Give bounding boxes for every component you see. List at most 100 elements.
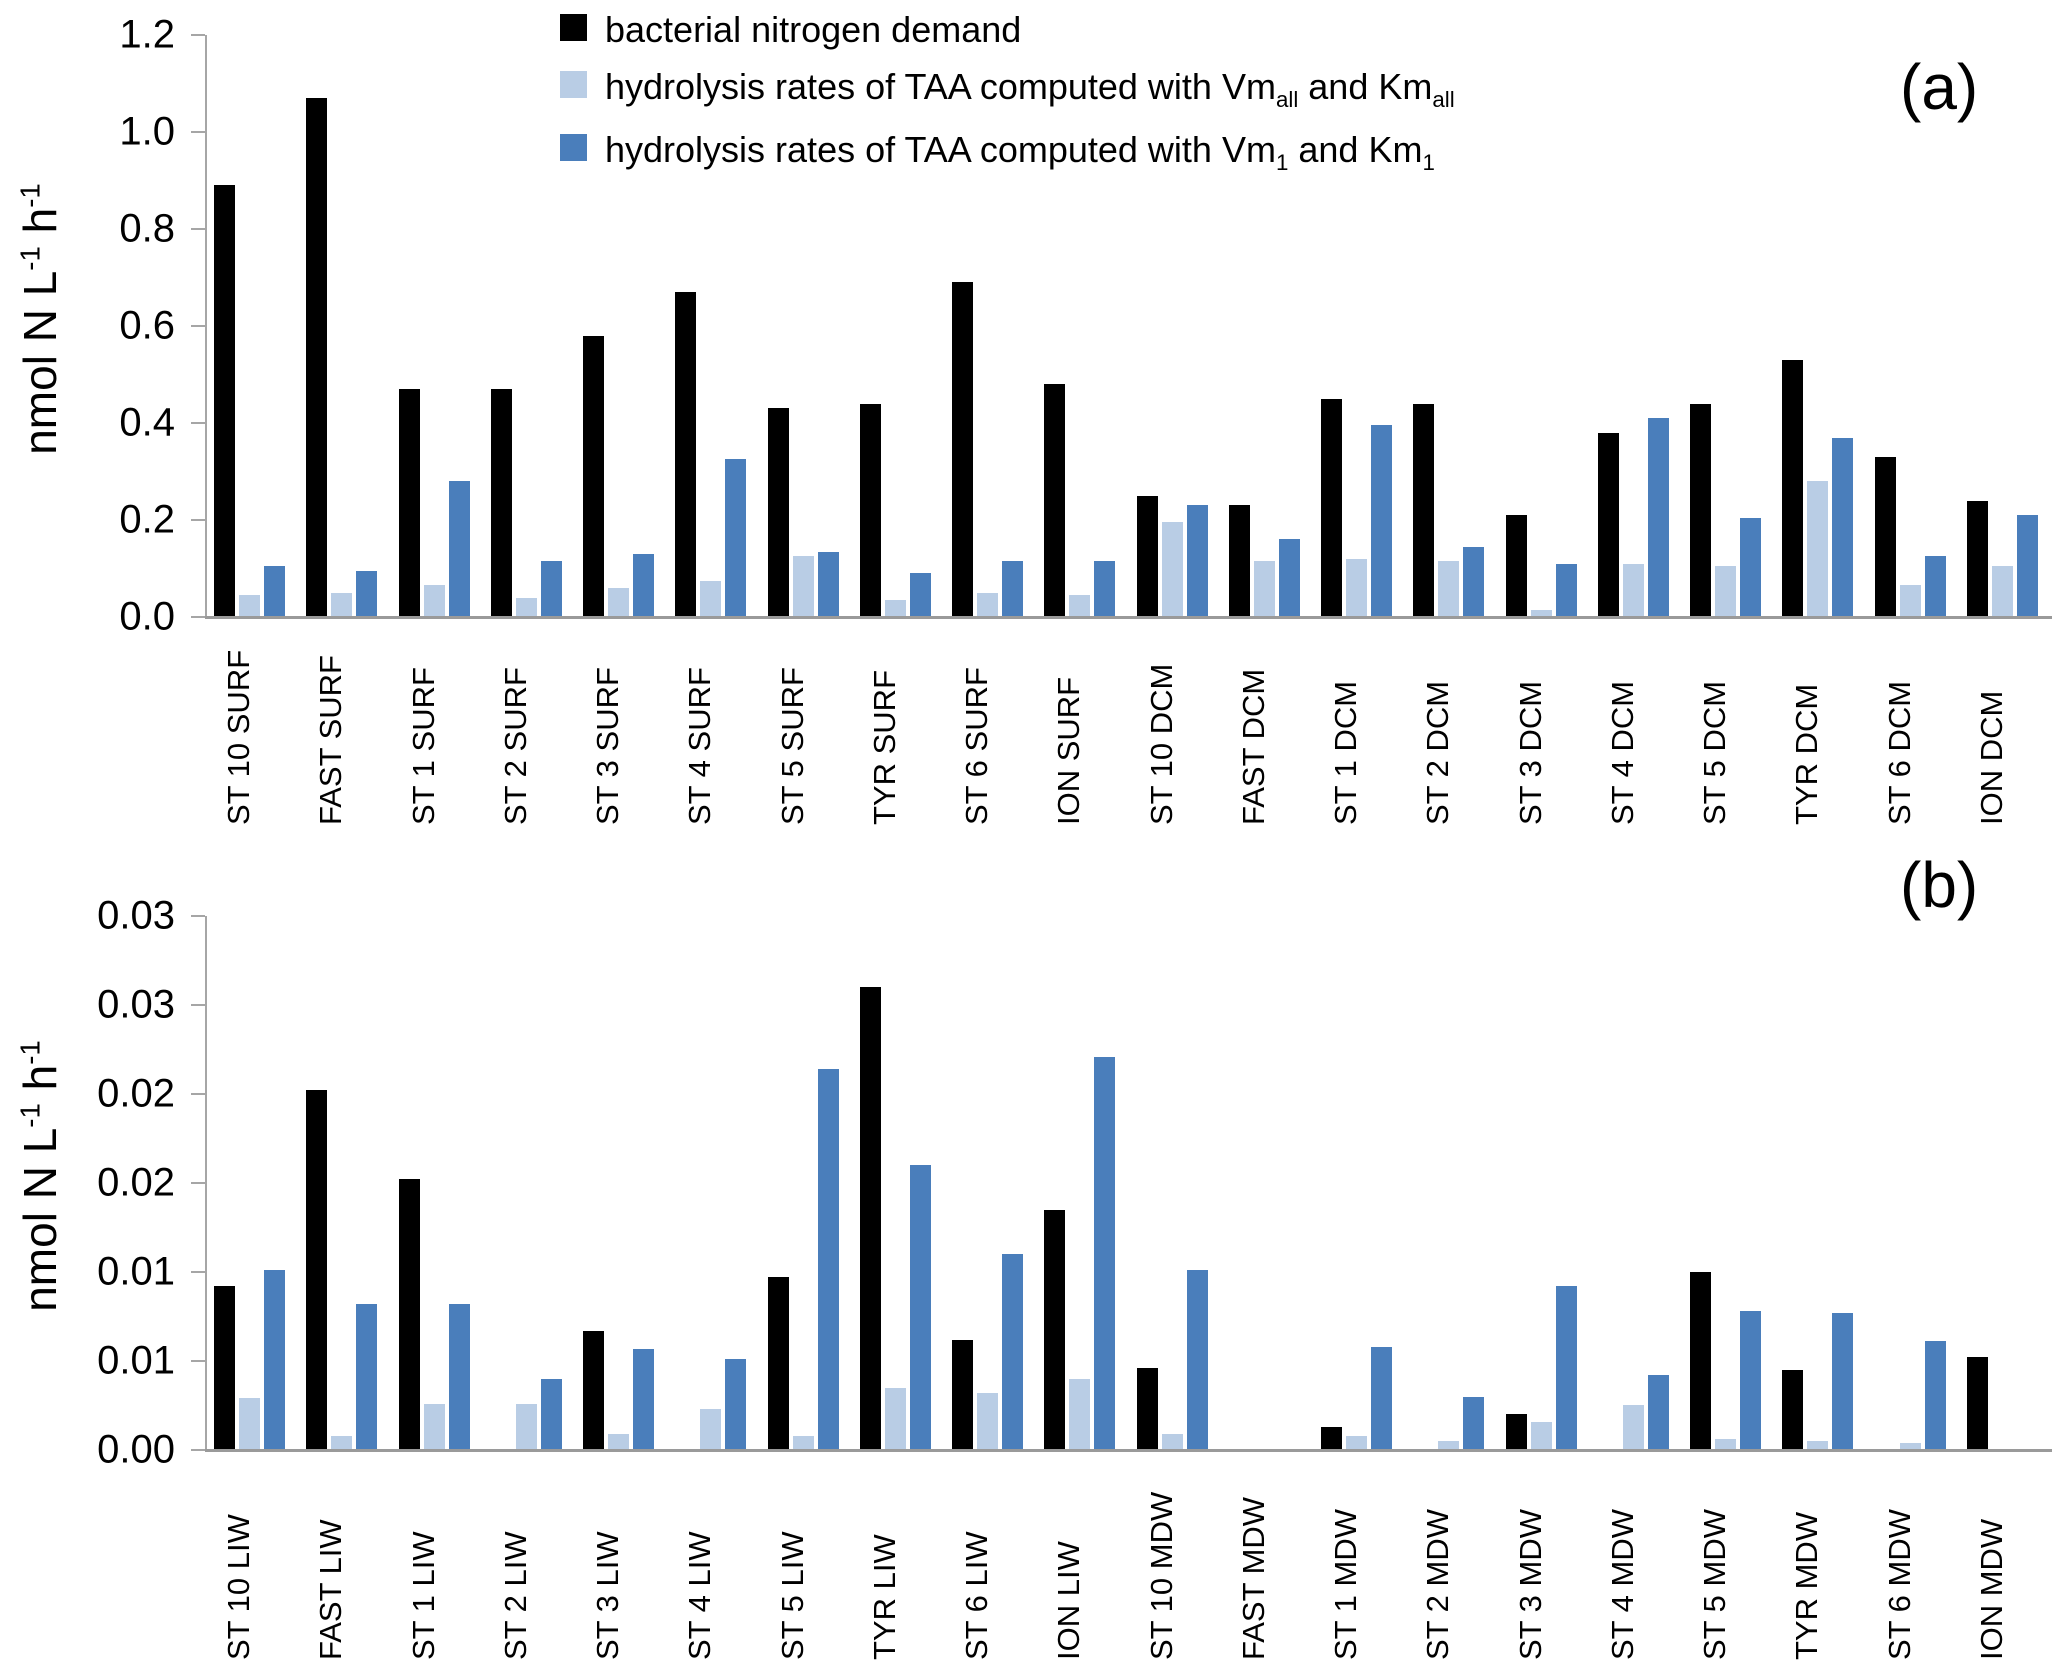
x-tick-label-st-3-dcm: ST 3 DCM xyxy=(1513,680,1548,825)
bar-st-3-mdw-s2 xyxy=(1556,1286,1577,1450)
bar-st-1-dcm-s1 xyxy=(1346,559,1367,617)
bar-st-5-surf-s0 xyxy=(768,408,789,617)
bar-st-6-liw-s0 xyxy=(952,1340,973,1450)
bar-st-5-mdw-s1 xyxy=(1715,1439,1736,1450)
bar-st-6-mdw-s1 xyxy=(1900,1443,1921,1450)
x-tick-label-st-4-surf: ST 4 SURF xyxy=(682,667,717,825)
legend-label: hydrolysis rates of TAA computed with Vm… xyxy=(605,128,1435,177)
bar-st-6-liw-s1 xyxy=(977,1393,998,1450)
bar-ion-dcm-s1 xyxy=(1992,566,2013,617)
x-tick-label-tyr-liw: TYR LIW xyxy=(867,1534,902,1660)
bar-ion-surf-s0 xyxy=(1044,384,1065,617)
x-tick-label-tyr-mdw: TYR MDW xyxy=(1789,1511,1824,1660)
bar-st-2-mdw-s2 xyxy=(1463,1397,1484,1450)
x-tick-label-st-1-mdw: ST 1 MDW xyxy=(1328,1509,1363,1660)
bar-st-1-liw-s0 xyxy=(399,1179,420,1450)
x-tick-label-st-3-liw: ST 3 LIW xyxy=(590,1531,625,1660)
bar-st-6-mdw-s2 xyxy=(1925,1341,1946,1450)
y-tick-mark xyxy=(191,616,205,618)
bar-fast-dcm-s2 xyxy=(1279,539,1300,617)
bar-st-6-dcm-s2 xyxy=(1925,556,1946,617)
bar-st-5-liw-s0 xyxy=(768,1277,789,1450)
bar-ion-liw-s1 xyxy=(1069,1379,1090,1450)
y-tick-label: 0.03 xyxy=(97,982,175,1027)
y-tick-mark xyxy=(191,1182,205,1184)
bar-fast-liw-s0 xyxy=(306,1090,327,1450)
bar-st-5-mdw-s0 xyxy=(1690,1272,1711,1450)
bar-st-4-liw-s2 xyxy=(725,1359,746,1450)
bar-st-10-mdw-s1 xyxy=(1162,1434,1183,1450)
y-axis-line xyxy=(205,35,207,617)
bar-tyr-liw-s2 xyxy=(910,1165,931,1450)
x-tick-label-st-2-dcm: ST 2 DCM xyxy=(1420,680,1455,825)
bar-st-2-dcm-s1 xyxy=(1438,561,1459,617)
x-tick-label-st-6-mdw: ST 6 MDW xyxy=(1882,1509,1917,1660)
legend-label: hydrolysis rates of TAA computed with Vm… xyxy=(605,65,1455,114)
panel-label-a: (a) xyxy=(1900,51,1979,123)
y-tick-label: 0.4 xyxy=(119,400,175,445)
x-tick-label-st-5-liw: ST 5 LIW xyxy=(775,1531,810,1660)
bar-st-4-liw-s1 xyxy=(700,1409,721,1450)
y-axis-title-panel-b: nmol N L-1 h-1 xyxy=(14,1040,66,1312)
bar-st-2-surf-s1 xyxy=(516,598,537,617)
y-tick-mark xyxy=(191,325,205,327)
x-tick-label-fast-mdw: FAST MDW xyxy=(1236,1496,1271,1660)
x-tick-label-st-2-liw: ST 2 LIW xyxy=(498,1531,533,1660)
y-tick-label: 0.02 xyxy=(97,1160,175,1205)
bar-st-6-dcm-s0 xyxy=(1875,457,1896,617)
y-tick-label: 0.6 xyxy=(119,303,175,348)
bar-fast-surf-s1 xyxy=(331,593,352,617)
bar-tyr-surf-s1 xyxy=(885,600,906,617)
bar-st-4-mdw-s1 xyxy=(1623,1405,1644,1450)
bar-st-1-dcm-s0 xyxy=(1321,399,1342,617)
bar-st-10-mdw-s0 xyxy=(1137,1368,1158,1450)
y-tick-label: 0.8 xyxy=(119,206,175,251)
y-tick-label: 0.01 xyxy=(97,1338,175,1383)
bar-st-5-dcm-s1 xyxy=(1715,566,1736,617)
bar-tyr-surf-s2 xyxy=(910,573,931,617)
bar-st-5-dcm-s0 xyxy=(1690,404,1711,617)
bar-st-10-surf-s1 xyxy=(239,595,260,617)
bar-st-6-dcm-s1 xyxy=(1900,585,1921,617)
x-tick-label-st-4-dcm: ST 4 DCM xyxy=(1605,680,1640,825)
x-tick-label-tyr-dcm: TYR DCM xyxy=(1789,683,1824,825)
bar-st-4-dcm-s0 xyxy=(1598,433,1619,617)
x-tick-label-ion-liw: ION LIW xyxy=(1051,1541,1086,1660)
bar-st-3-liw-s0 xyxy=(583,1331,604,1450)
x-tick-label-st-1-dcm: ST 1 DCM xyxy=(1328,680,1363,825)
bar-st-2-dcm-s2 xyxy=(1463,547,1484,617)
x-tick-label-st-5-surf: ST 5 SURF xyxy=(775,667,810,825)
bar-st-3-mdw-s1 xyxy=(1531,1422,1552,1450)
y-tick-mark xyxy=(191,915,205,917)
y-axis-title-panel-a: nmol N L-1 h-1 xyxy=(14,183,66,455)
y-tick-mark xyxy=(191,519,205,521)
bar-st-1-surf-s2 xyxy=(449,481,470,617)
bar-st-3-dcm-s0 xyxy=(1506,515,1527,617)
bar-st-5-surf-s1 xyxy=(793,556,814,617)
x-tick-label-fast-surf: FAST SURF xyxy=(313,655,348,825)
x-tick-label-st-2-surf: ST 2 SURF xyxy=(498,667,533,825)
y-axis-title-superscript: -1 xyxy=(14,1040,46,1065)
legend-subscript: all xyxy=(1432,87,1455,113)
legend-subscript: all xyxy=(1275,87,1299,113)
bar-ion-dcm-s0 xyxy=(1967,501,1988,617)
bar-st-5-dcm-s2 xyxy=(1740,518,1761,617)
bar-st-10-liw-s0 xyxy=(214,1286,235,1450)
panel-label-b: (b) xyxy=(1900,849,1979,921)
bar-tyr-mdw-s1 xyxy=(1807,1441,1828,1450)
legend-item-bacterial-nitrogen-demand: bacterial nitrogen demand xyxy=(560,8,1455,51)
y-tick-label: 0.00 xyxy=(97,1427,175,1472)
y-tick-mark xyxy=(191,1449,205,1451)
bar-st-10-dcm-s2 xyxy=(1187,505,1208,617)
bar-st-5-liw-s1 xyxy=(793,1436,814,1450)
bar-st-6-liw-s2 xyxy=(1002,1254,1023,1450)
bar-st-2-surf-s2 xyxy=(541,561,562,617)
bar-fast-surf-s0 xyxy=(306,98,327,617)
y-tick-label: 0.0 xyxy=(119,594,175,639)
bar-st-6-surf-s0 xyxy=(952,282,973,617)
y-axis-title-superscript: -1 xyxy=(14,183,46,208)
bar-tyr-dcm-s1 xyxy=(1807,481,1828,617)
legend-label-text: and Km xyxy=(1298,66,1433,108)
bar-ion-liw-s0 xyxy=(1044,1210,1065,1450)
